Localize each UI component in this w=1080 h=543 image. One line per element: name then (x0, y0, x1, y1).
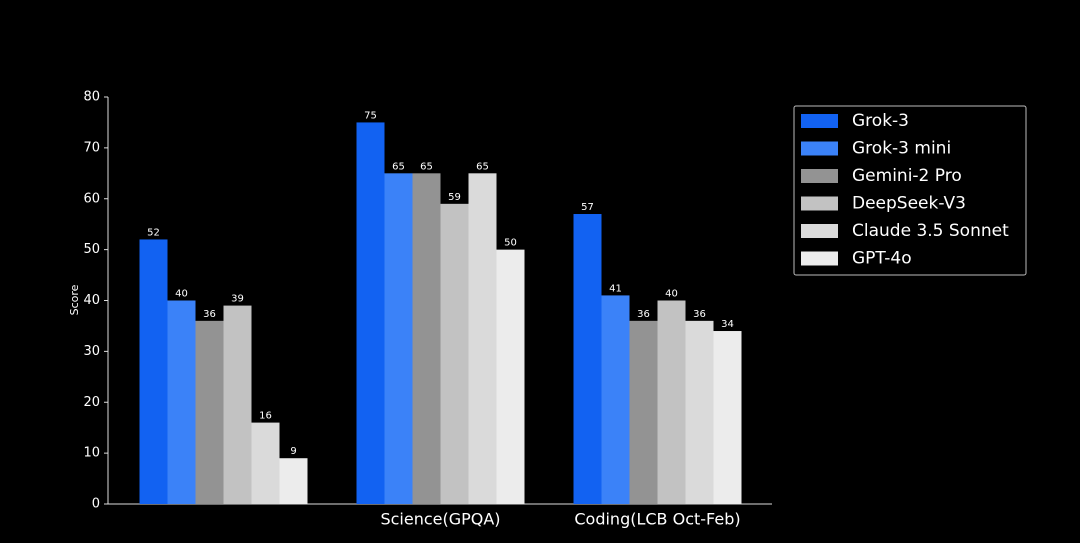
bar (685, 320, 714, 504)
value-label: 36 (203, 309, 216, 320)
value-label: 36 (637, 309, 650, 320)
bar (496, 249, 525, 504)
legend-box (793, 105, 1027, 276)
y-tick-label: 50 (83, 242, 100, 257)
bar (440, 203, 469, 504)
value-label: 9 (290, 446, 296, 457)
legend-label: Grok-3 (852, 111, 909, 131)
legend-label: GPT-4o (852, 249, 912, 269)
value-label: 50 (504, 238, 517, 249)
y-tick-label: 0 (92, 497, 100, 512)
legend-label: Grok-3 mini (852, 139, 951, 159)
y-tick-label: 60 (83, 191, 100, 206)
bar (468, 173, 497, 504)
bar (573, 214, 602, 504)
bar (657, 300, 686, 504)
bar (629, 320, 658, 504)
y-axis-label: Score (68, 284, 81, 315)
legend-swatch (801, 169, 838, 183)
bar (279, 458, 308, 504)
value-label: 65 (392, 161, 405, 172)
bar (356, 122, 385, 504)
value-label: 40 (175, 289, 188, 300)
y-tick-label: 40 (83, 293, 100, 308)
legend-label: Claude 3.5 Sonnet (852, 221, 1009, 241)
value-label: 40 (665, 289, 678, 300)
legend-label: DeepSeek-V3 (852, 194, 966, 214)
bar (412, 173, 441, 504)
y-tick-label: 20 (83, 395, 100, 410)
x-tick-label: Coding(LCB Oct-Feb) (574, 510, 740, 529)
legend-swatch (801, 224, 838, 238)
bar (601, 295, 630, 504)
bar (384, 173, 413, 504)
value-label: 41 (609, 283, 622, 294)
bar (251, 422, 280, 504)
x-tick-label: Science(GPQA) (380, 510, 500, 529)
legend-swatch (801, 141, 838, 156)
bar (223, 305, 252, 504)
value-label: 34 (721, 319, 734, 330)
value-label: 75 (364, 110, 377, 121)
legend-swatch (801, 114, 838, 128)
y-tick-label: 30 (83, 344, 100, 359)
legend-label: Gemini-2 Pro (852, 166, 962, 186)
value-label: 52 (147, 227, 160, 238)
bar (713, 331, 742, 504)
bar (139, 239, 168, 504)
y-tick-label: 10 (83, 446, 100, 461)
value-label: 65 (420, 161, 433, 172)
value-label: 65 (476, 161, 489, 172)
legend-swatch (801, 196, 838, 211)
y-tick-label: 80 (83, 90, 100, 105)
legend-swatch (801, 251, 838, 266)
y-tick-label: 70 (83, 140, 100, 155)
bar (167, 300, 196, 504)
value-label: 57 (581, 202, 594, 213)
bar (195, 320, 224, 504)
value-label: 39 (231, 294, 244, 305)
value-label: 59 (448, 192, 461, 203)
value-label: 36 (693, 309, 706, 320)
value-label: 16 (259, 411, 272, 422)
